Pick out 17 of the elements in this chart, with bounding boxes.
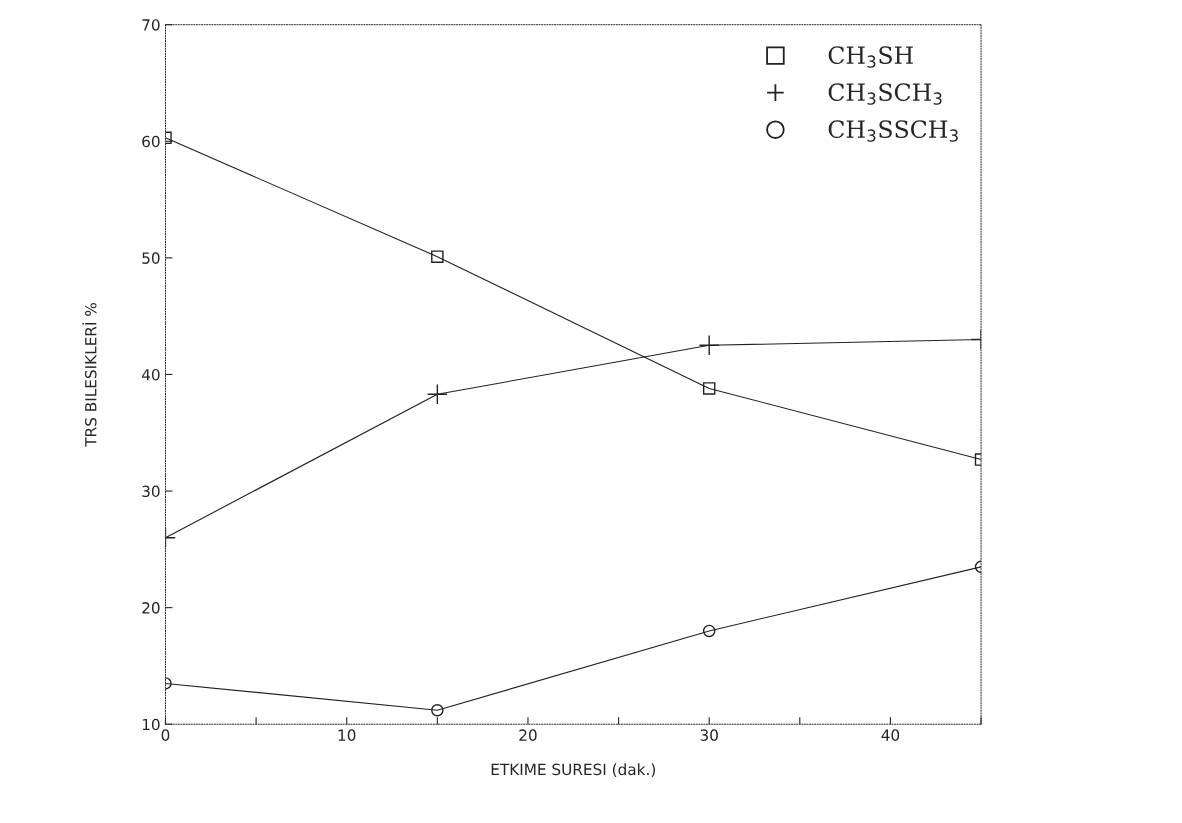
y-tick-label: 70 xyxy=(142,19,160,31)
y-tick-label: 60 xyxy=(142,135,160,148)
y-tick-label: 40 xyxy=(141,368,160,381)
x-tick-label: 0 xyxy=(161,729,170,741)
legend-label: CH$_{3}$SCH$_{3}$ xyxy=(828,83,942,105)
y-tick-label: 30 xyxy=(142,485,160,498)
x-tick-label: 40 xyxy=(881,729,900,741)
x-tick-label: 20 xyxy=(519,729,537,741)
x-axis-title: ETKIME SURESI (dak.) xyxy=(491,763,655,777)
legend-label: CH$_{3}$SSCH$_{3}$ xyxy=(828,120,958,142)
x-tick-label: 10 xyxy=(338,729,356,741)
legend-label: CH$_{3}$SH xyxy=(828,46,913,68)
x-tick-label: 30 xyxy=(700,729,718,741)
y-tick-label: 20 xyxy=(142,602,160,614)
y-axis-title: TRS BILESIKLERİ % xyxy=(82,303,97,447)
y-tick-label: 10 xyxy=(142,718,160,731)
y-tick-label: 50 xyxy=(142,252,160,264)
